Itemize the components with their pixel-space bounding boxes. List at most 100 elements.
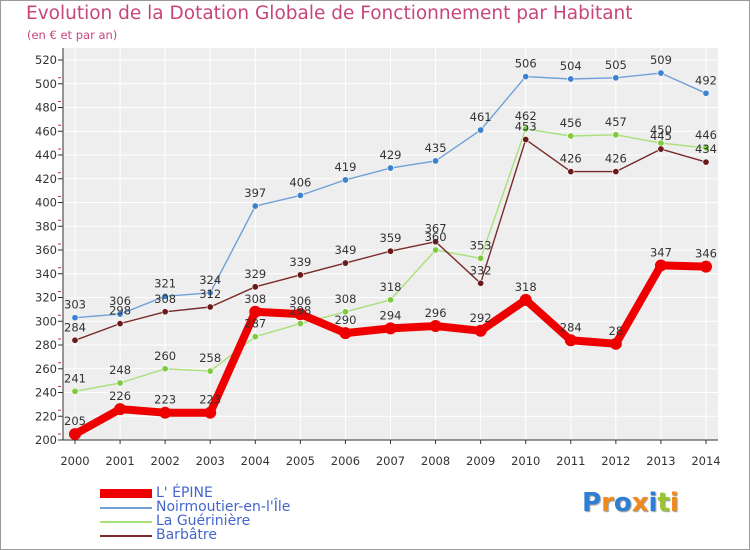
data-point <box>116 320 124 328</box>
data-point <box>296 191 304 199</box>
data-label: 284 <box>64 320 86 334</box>
legend-swatch <box>100 506 152 509</box>
data-point <box>432 246 440 254</box>
data-point <box>612 131 620 139</box>
y-tick-label: 400 <box>35 196 57 210</box>
data-label: 426 <box>605 152 627 166</box>
data-label: 462 <box>515 109 537 123</box>
data-label: 367 <box>425 222 447 236</box>
y-tick-label: 500 <box>35 77 57 91</box>
data-label: 332 <box>470 263 492 277</box>
y-tick-label: 420 <box>35 172 57 186</box>
data-point <box>341 308 349 316</box>
data-label: 298 <box>109 304 131 318</box>
y-tick-label: 380 <box>35 219 57 233</box>
data-label: 505 <box>605 58 627 72</box>
data-label: 329 <box>244 267 266 281</box>
data-label: 241 <box>64 371 86 385</box>
x-tick-label: 2013 <box>646 454 675 468</box>
data-label: 308 <box>244 292 266 306</box>
data-point <box>474 324 487 337</box>
data-label: 318 <box>380 280 402 294</box>
legend-swatch <box>100 534 152 537</box>
data-point <box>206 367 214 375</box>
data-label: 360 <box>425 230 447 244</box>
data-point <box>702 144 710 152</box>
data-point <box>609 337 622 350</box>
x-tick-label: 2010 <box>511 454 540 468</box>
x-tick-label: 2008 <box>421 454 450 468</box>
data-label: 290 <box>334 313 356 327</box>
data-point <box>71 336 79 344</box>
data-point <box>159 406 172 419</box>
data-point <box>522 136 530 144</box>
data-label: 318 <box>515 280 537 294</box>
y-tick-label: 360 <box>35 243 57 257</box>
y-tick-label: 200 <box>35 433 57 447</box>
data-point <box>161 292 169 300</box>
x-tick-label: 2005 <box>286 454 315 468</box>
data-label: 296 <box>425 306 447 320</box>
logo-letter: i <box>669 488 679 518</box>
x-tick-label: 2001 <box>105 454 134 468</box>
data-label: 461 <box>470 110 492 124</box>
x-tick-label: 2006 <box>331 454 360 468</box>
y-tick-label: 280 <box>35 338 57 352</box>
data-label: 435 <box>425 141 447 155</box>
data-label: 456 <box>560 116 582 130</box>
logo-letter: P <box>582 488 602 518</box>
data-label: 339 <box>289 255 311 269</box>
data-point <box>477 126 485 134</box>
data-point <box>114 403 127 416</box>
data-point <box>249 305 262 318</box>
y-tick-label: 300 <box>35 314 57 328</box>
data-label: 419 <box>334 160 356 174</box>
data-label: 226 <box>109 389 131 403</box>
data-label: 450 <box>650 123 672 137</box>
data-point <box>116 379 124 387</box>
data-label: 248 <box>109 363 131 377</box>
logo-letter: t <box>657 488 670 518</box>
data-label: 306 <box>109 294 131 308</box>
legend-label: Barbâtre <box>156 527 217 543</box>
data-label: 347 <box>650 245 672 259</box>
data-label: 346 <box>695 247 717 261</box>
data-point <box>700 260 712 273</box>
data-label: 284 <box>560 320 582 334</box>
data-point <box>657 145 665 153</box>
data-label: 353 <box>470 238 492 252</box>
data-label: 223 <box>154 393 176 407</box>
legend-label: L' ÉPINE <box>156 485 213 501</box>
data-label: 406 <box>289 175 311 189</box>
y-tick-label: 240 <box>35 386 57 400</box>
data-label: 426 <box>560 152 582 166</box>
data-label: 359 <box>380 231 402 245</box>
data-point <box>294 308 307 321</box>
legend-label: La Guérinière <box>156 513 251 529</box>
x-tick-label: 2011 <box>556 454 585 468</box>
data-point <box>522 73 530 81</box>
data-label: 504 <box>560 59 582 73</box>
data-point <box>386 296 394 304</box>
data-point <box>519 293 532 306</box>
data-label: 223 <box>199 393 221 407</box>
data-label: 308 <box>334 292 356 306</box>
data-label: 294 <box>380 308 402 322</box>
data-label: 292 <box>470 311 492 325</box>
chart-title: Evolution de la Dotation Globale de Fonc… <box>26 3 633 24</box>
data-point <box>71 314 79 322</box>
data-point <box>339 327 352 340</box>
legend-swatch <box>100 520 152 523</box>
x-tick-label: 2000 <box>60 454 89 468</box>
data-point <box>69 428 81 441</box>
data-label: 321 <box>154 276 176 290</box>
data-label: 445 <box>650 129 672 143</box>
legend-item: La Guérinière <box>100 514 290 528</box>
y-tick-label: 260 <box>35 362 57 376</box>
data-point <box>296 271 304 279</box>
data-point <box>612 74 620 82</box>
chart-subtitle: (en € et par an) <box>27 28 118 42</box>
data-label: 457 <box>605 115 627 129</box>
data-point <box>116 310 124 318</box>
